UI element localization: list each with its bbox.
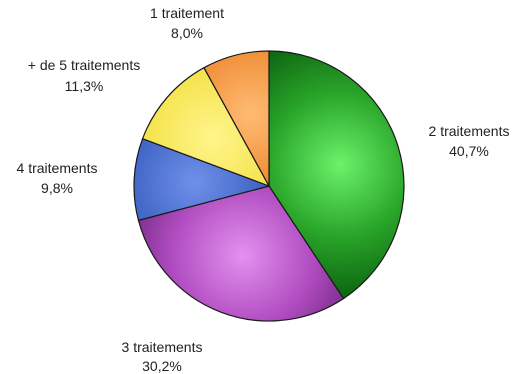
- slice-label-0: 2 traitements 40,7%: [429, 123, 510, 159]
- slice-label-3: + de 5 traitements 11,3%: [28, 57, 140, 94]
- slice-label-2: 4 traitements 9,8%: [17, 160, 98, 196]
- slice-label-value: 11,3%: [65, 78, 104, 94]
- slice-label-value: 40,7%: [449, 143, 489, 159]
- slice-label-value: 9,8%: [41, 180, 73, 196]
- slice-label-name: 1 traitement: [150, 5, 224, 21]
- slice-label-name: 2 traitements: [429, 123, 510, 139]
- pie-slice-3: [141, 67, 270, 187]
- pie-slice-4: [203, 50, 270, 187]
- slice-label-value: 30,2%: [142, 358, 182, 374]
- slice-label-1: 3 traitements 30,2%: [122, 339, 203, 374]
- pie-slices: [133, 50, 405, 322]
- pie-slice-2: [133, 138, 270, 221]
- slice-label-value: 8,0%: [171, 25, 203, 41]
- pie-slice-1: [137, 185, 345, 322]
- slice-label-name: + de 5 traitements: [28, 57, 140, 73]
- slice-label-name: 3 traitements: [122, 339, 203, 355]
- slice-label-name: 4 traitements: [17, 160, 98, 176]
- slice-label-4: 1 traitement 8,0%: [150, 5, 224, 41]
